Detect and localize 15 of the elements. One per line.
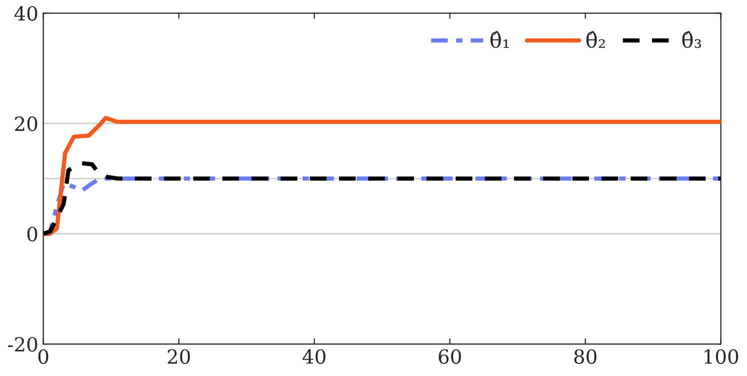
legend-label: θ̂₁ bbox=[490, 31, 509, 48]
y-tick-label: 40 bbox=[14, 6, 38, 21]
x-tick-label: 60 bbox=[438, 349, 461, 364]
x-tick-label: 0 bbox=[38, 349, 48, 364]
legend-label: θ̂₃ bbox=[682, 31, 702, 48]
x-tick-label: 80 bbox=[574, 349, 596, 364]
x-tick-label: 100 bbox=[704, 349, 738, 364]
line-series bbox=[43, 161, 721, 236]
y-tick-label: -20 bbox=[8, 336, 38, 352]
line-series bbox=[43, 116, 721, 236]
x-tick-label: 20 bbox=[168, 349, 190, 364]
y-tick-label: 0 bbox=[27, 226, 38, 242]
legend-label: θ̂₂ bbox=[586, 31, 605, 48]
y-tick-label: 20 bbox=[15, 116, 38, 132]
x-tick-label: 40 bbox=[302, 349, 326, 364]
